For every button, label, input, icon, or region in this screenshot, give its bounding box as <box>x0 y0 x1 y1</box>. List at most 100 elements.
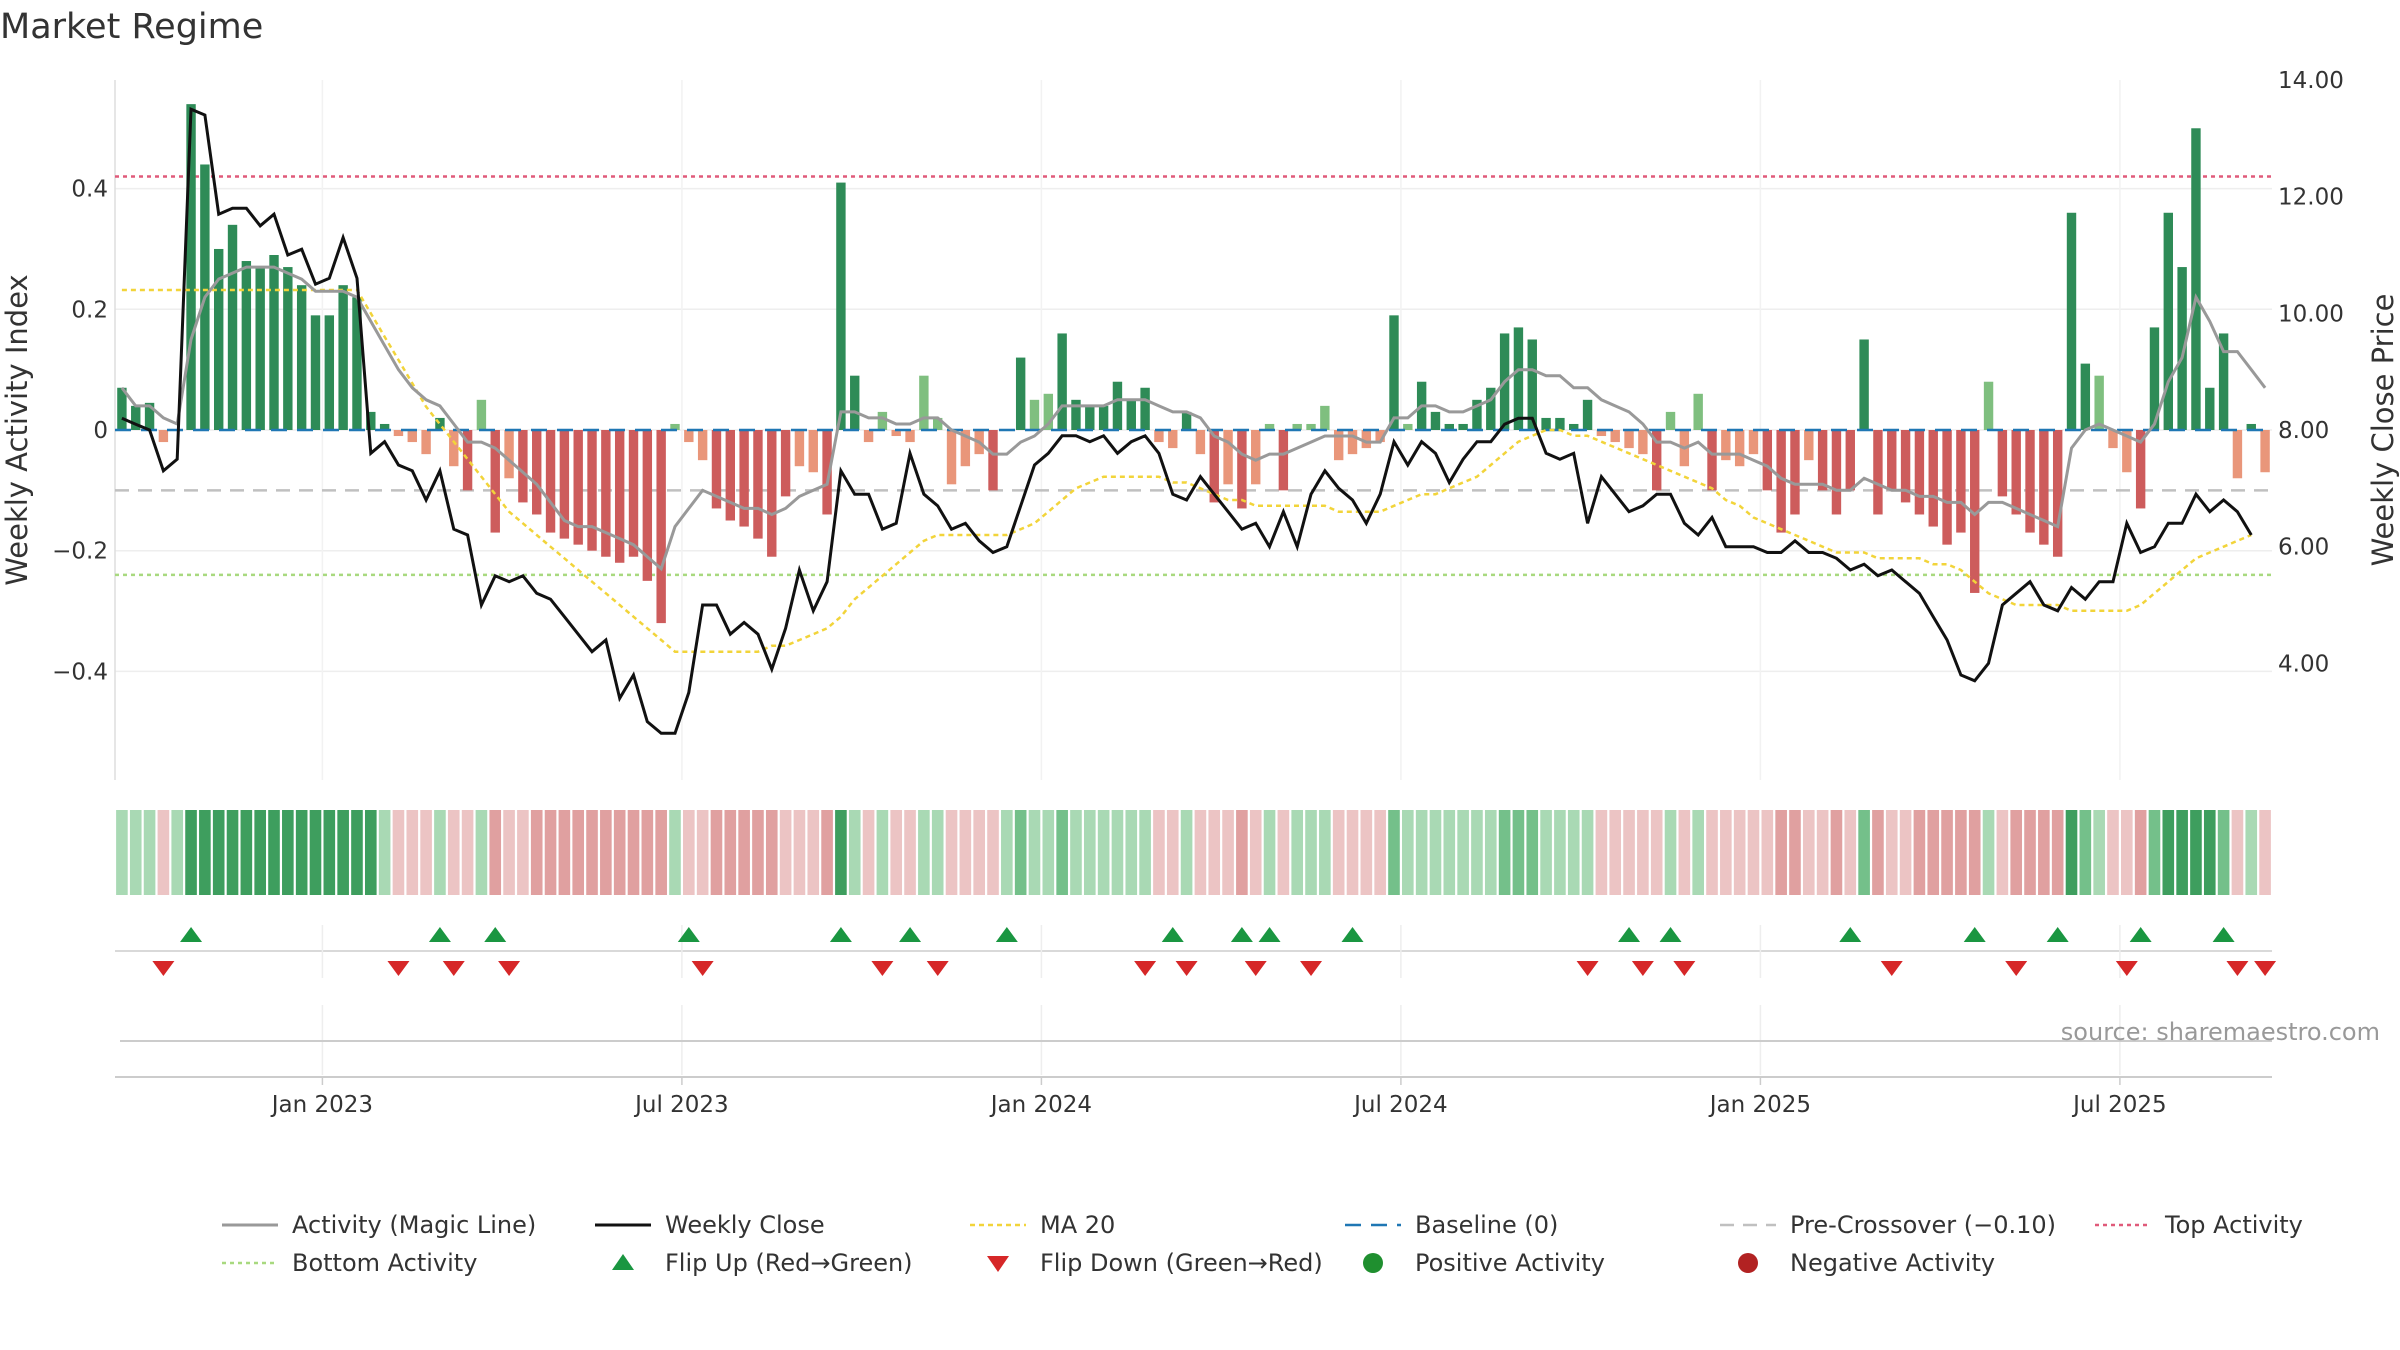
flip-down-marker <box>387 961 410 976</box>
regime-cell <box>862 810 875 895</box>
activity-bar <box>2191 128 2201 430</box>
regime-cell <box>2231 810 2244 895</box>
regime-cell <box>323 810 336 895</box>
x-tick-label: Jul 2023 <box>633 1092 729 1118</box>
regime-cell <box>475 810 488 895</box>
regime-cell <box>959 810 972 895</box>
activity-bar <box>1057 333 1067 430</box>
activity-bar <box>725 430 735 521</box>
activity-bar <box>1333 430 1344 461</box>
activity-bar <box>1278 430 1289 491</box>
activity-bar <box>1292 423 1302 430</box>
activity-bar <box>836 182 846 430</box>
regime-cell <box>1042 810 1055 895</box>
regime-cell <box>282 810 294 895</box>
activity-bar <box>435 417 445 430</box>
flip-down-marker <box>1576 961 1599 976</box>
activity-bar <box>1859 339 1869 430</box>
regime-cell <box>807 810 820 895</box>
activity-bar <box>2080 363 2091 430</box>
regime-cell <box>489 810 502 895</box>
legend-swatch-flip-up <box>612 1254 634 1270</box>
legend-label: Activity (Magic Line) <box>292 1211 536 1239</box>
regime-cell <box>1802 810 1815 895</box>
regime-cell <box>1236 810 1248 895</box>
source-note: source: sharemaestro.com <box>2061 1018 2380 1046</box>
activity-bar <box>214 248 224 430</box>
regime-cell <box>779 810 792 895</box>
activity-bar <box>2260 430 2270 473</box>
regime-cell <box>1913 810 1926 895</box>
x-tick-label: Jan 2023 <box>270 1092 373 1118</box>
activity-bar <box>2135 430 2146 509</box>
flip-up-marker <box>2129 927 2152 942</box>
regime-cell <box>1194 810 1207 895</box>
regime-cell <box>530 810 543 895</box>
activity-bar <box>1762 430 1773 491</box>
activity-bar <box>863 430 874 443</box>
regime-cell <box>1443 810 1456 895</box>
regime-cell <box>973 810 985 895</box>
activity-bar <box>1582 399 1593 430</box>
activity-bar <box>1845 430 1855 491</box>
activity-bar <box>131 405 141 430</box>
x-tick-label: Jan 2025 <box>1708 1092 1811 1118</box>
activity-bar <box>186 104 196 430</box>
activity-bar <box>545 430 556 533</box>
regime-cell <box>2134 810 2147 895</box>
activity-bar <box>1251 430 1261 485</box>
activity-bar <box>1831 430 1842 515</box>
regime-cell <box>2079 810 2092 895</box>
activity-bar <box>1306 423 1316 430</box>
regime-cell <box>420 810 432 895</box>
activity-bar <box>2094 375 2104 430</box>
activity-bar <box>1347 430 1358 455</box>
activity-bar <box>946 430 957 485</box>
activity-bar <box>269 255 279 430</box>
regime-cell <box>2024 810 2036 895</box>
regime-cell <box>1153 810 1165 895</box>
flip-down-marker <box>2115 961 2138 976</box>
regime-cell <box>1360 810 1373 895</box>
regime-cell <box>1277 810 1290 895</box>
activity-bar <box>421 430 431 455</box>
regime-cell <box>945 810 958 895</box>
activity-bar <box>1085 405 1095 430</box>
activity-bar <box>1914 430 1925 515</box>
activity-bar <box>1776 430 1786 533</box>
activity-bar <box>1569 423 1579 430</box>
activity-bar <box>2108 430 2118 449</box>
activity-bar <box>366 411 376 430</box>
regime-cell <box>392 810 405 895</box>
regime-cell <box>1996 810 2009 895</box>
activity-bar <box>601 430 611 557</box>
activity-bar <box>338 285 348 430</box>
regime-cell <box>1305 810 1317 895</box>
activity-bar <box>1804 430 1814 461</box>
chart-title: Market Regime <box>0 7 263 47</box>
regime-cell <box>1139 810 1151 895</box>
regime-cell <box>1498 810 1511 895</box>
legend: Activity (Magic Line) Weekly Close MA 20 Ba… <box>222 1211 2303 1277</box>
activity-bar <box>1389 315 1399 430</box>
activity-bar <box>324 315 335 430</box>
regime-cell <box>1374 810 1386 895</box>
right-axis-label: Weekly Close Price <box>2366 294 2400 567</box>
flip-up-marker <box>899 927 922 942</box>
legend-swatch-negative <box>1738 1253 1758 1273</box>
flip-down-marker <box>2005 961 2028 976</box>
regime-cell <box>1457 810 1469 895</box>
activity-bar <box>1472 399 1482 430</box>
regime-cell <box>1830 810 1843 895</box>
regime-cell <box>1346 810 1359 895</box>
activity-bar <box>1887 430 1897 491</box>
regime-cell <box>1471 810 1483 895</box>
activity-bar <box>1555 417 1565 430</box>
activity-bar <box>1444 423 1454 430</box>
regime-cell <box>2107 810 2119 895</box>
flip-down-marker <box>2254 961 2277 976</box>
activity-bar <box>670 423 680 430</box>
right-tick-label: 14.00 <box>2278 68 2344 94</box>
activity-bar <box>1527 339 1537 430</box>
regime-cell <box>2217 810 2230 895</box>
